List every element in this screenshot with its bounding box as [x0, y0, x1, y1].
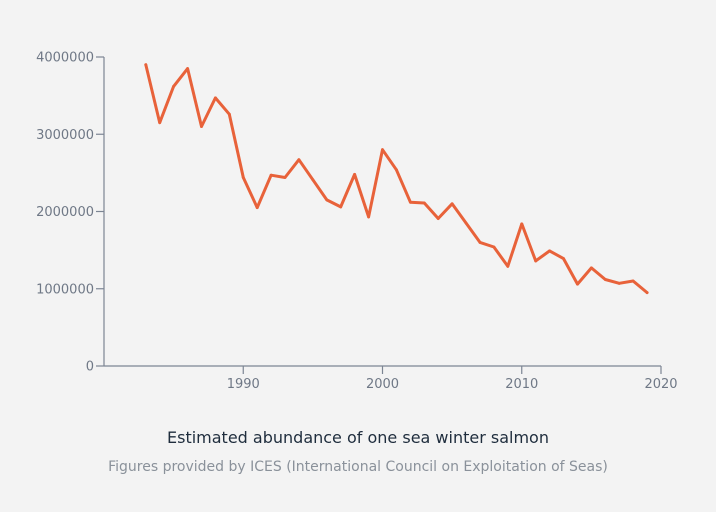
x-tick-label: 2020	[644, 377, 677, 392]
data-point	[520, 222, 524, 226]
data-point	[158, 121, 162, 125]
x-tick-label: 2010	[505, 377, 538, 392]
data-point	[492, 245, 496, 249]
data-point	[353, 173, 357, 176]
data-point	[631, 279, 635, 283]
data-point	[478, 241, 482, 244]
data-point	[534, 259, 538, 263]
data-point	[381, 148, 384, 152]
data-point	[548, 249, 551, 253]
data-point	[464, 221, 468, 225]
data-point	[408, 200, 412, 204]
y-tick-label: 1000000	[36, 282, 94, 297]
data-point	[227, 112, 231, 116]
data-point	[255, 206, 259, 210]
data-point	[283, 176, 287, 179]
chart-subtitle: Figures provided by ICES (International …	[108, 459, 608, 475]
data-points	[144, 63, 649, 295]
chart-title: Estimated abundance of one sea winter sa…	[167, 428, 549, 447]
y-tick-label: 0	[86, 360, 94, 375]
data-point	[645, 291, 649, 295]
data-point	[200, 125, 203, 128]
data-point	[325, 198, 329, 202]
data-point	[241, 176, 245, 179]
data-point	[450, 202, 454, 206]
x-tick-label: 1990	[227, 377, 260, 392]
y-tick-label: 2000000	[36, 205, 94, 220]
data-point	[436, 217, 440, 220]
data-point	[562, 257, 565, 261]
data-point	[186, 67, 189, 70]
data-point	[172, 84, 176, 88]
data-point	[589, 266, 593, 270]
y-tick-label: 3000000	[36, 128, 94, 143]
data-point	[506, 264, 510, 268]
data-point	[297, 158, 301, 162]
data-point	[269, 173, 273, 177]
data-point	[339, 205, 343, 209]
data-point	[617, 281, 621, 285]
x-tick-label: 2000	[366, 377, 399, 392]
data-point	[367, 215, 370, 219]
data-point	[603, 278, 607, 281]
data-point	[214, 96, 217, 100]
y-tick-label: 4000000	[36, 51, 94, 66]
data-point	[395, 168, 398, 172]
data-point	[576, 282, 579, 286]
y-axis: 0 1000000 2000000 3000000 4000000	[36, 51, 104, 375]
x-axis: 1990 2000 2010 2020	[227, 366, 678, 392]
data-point	[144, 63, 148, 67]
data-point	[422, 201, 426, 205]
series-line	[144, 63, 649, 295]
data-point	[311, 178, 315, 182]
